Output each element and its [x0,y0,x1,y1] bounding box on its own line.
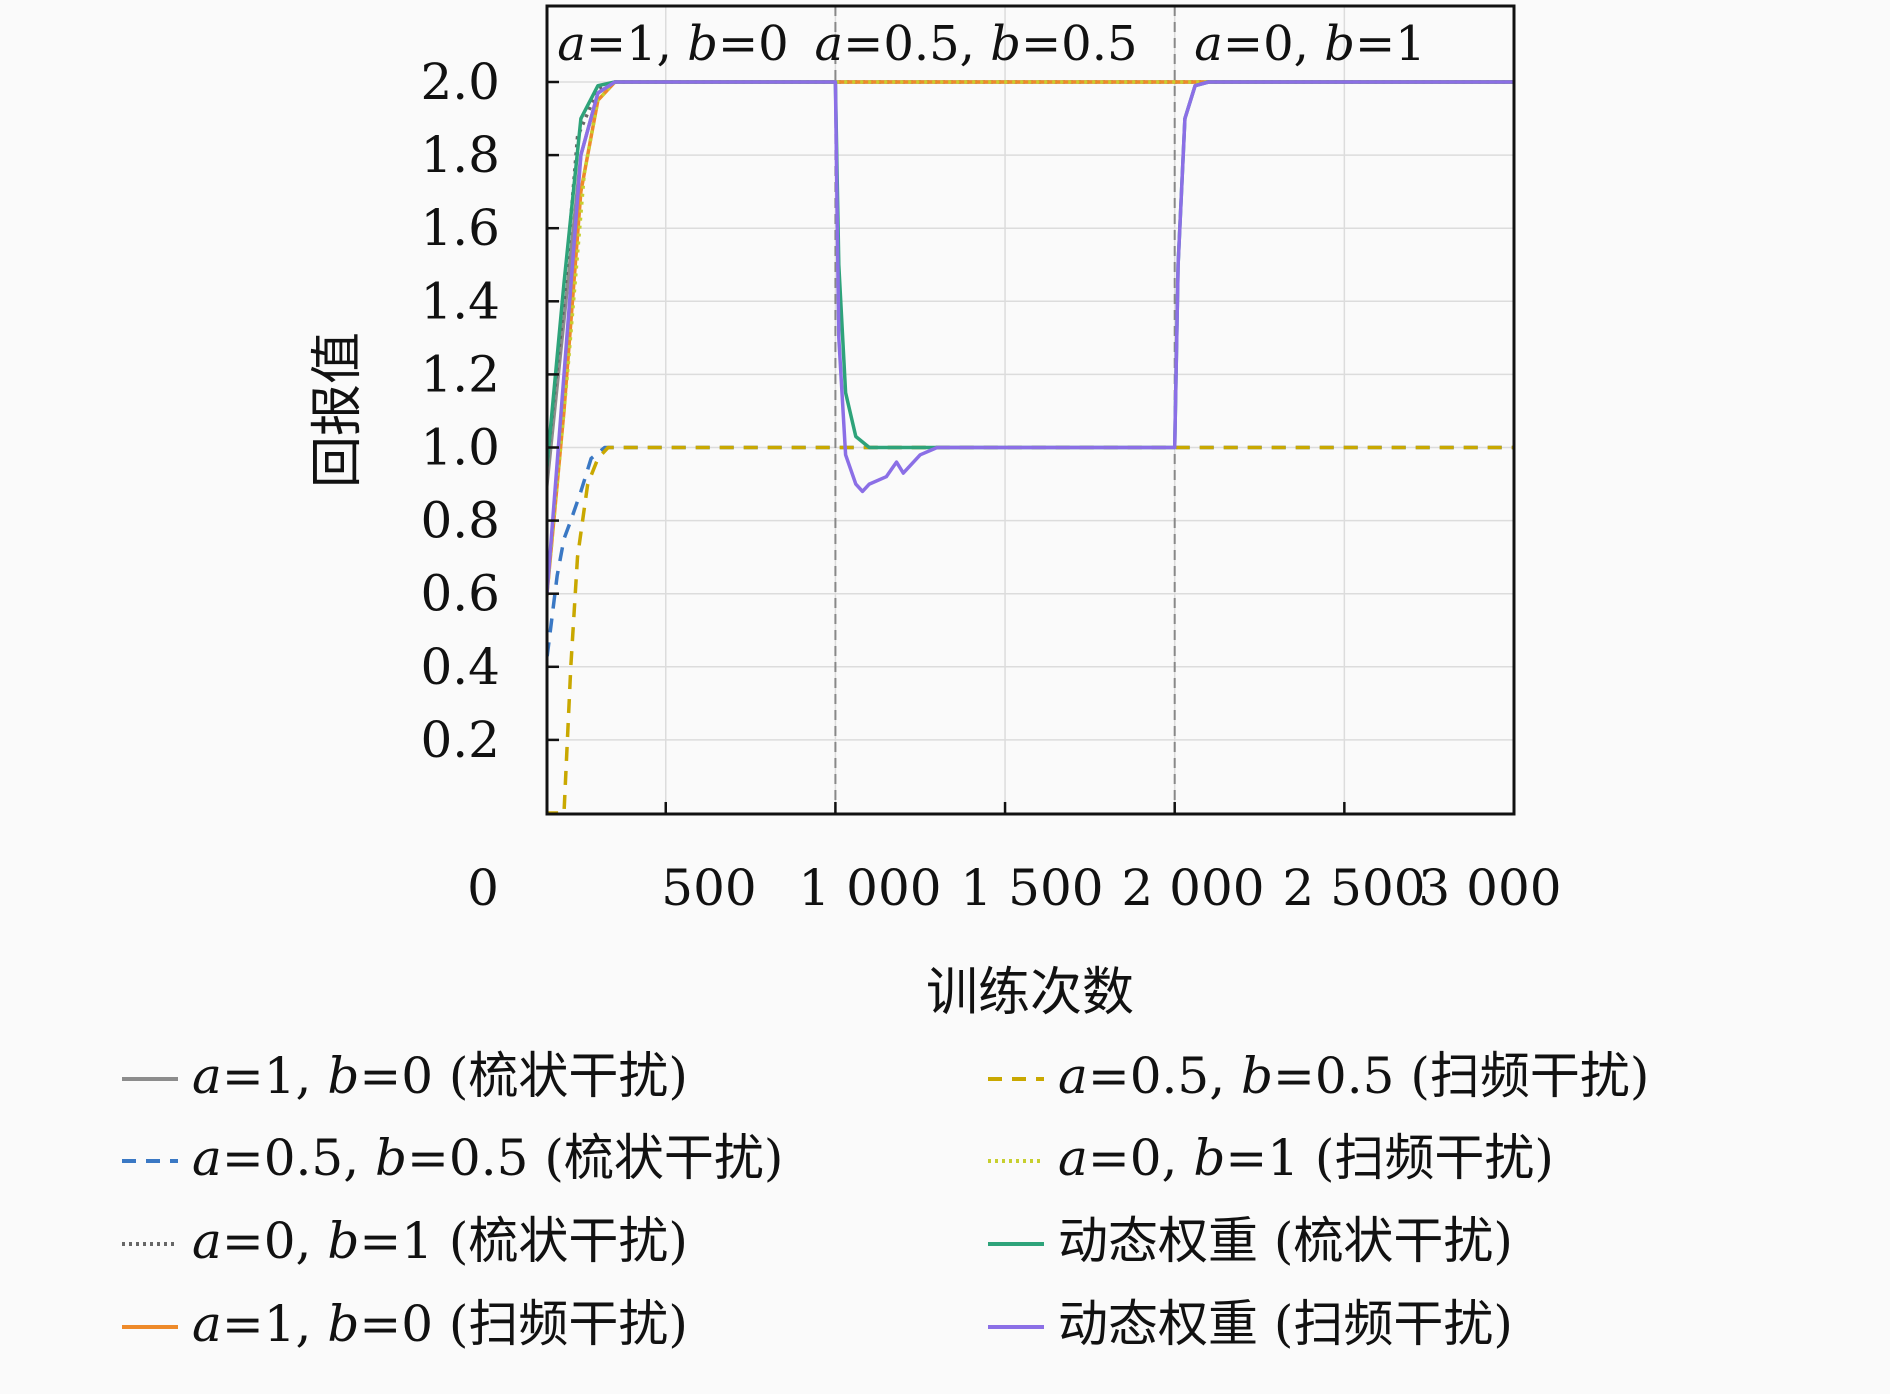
series-lines [547,80,1514,814]
y-tick-label: 1.4 [420,272,500,330]
x-tick-label: 1 500 [960,859,1103,917]
y-tick-label: 0.6 [420,565,500,623]
legend-label: 动态权重 (扫频干扰) [1058,1295,1513,1353]
legend-label: a=0.5, b=0.5 (扫频干扰) [1058,1047,1649,1105]
phase-label: a=0.5, b=0.5 [815,16,1138,72]
x-tick-label: 1 000 [798,859,941,917]
legend-label: a=1, b=0 (扫频干扰) [192,1295,688,1353]
series-line [547,80,1514,609]
phase-label: a=0, b=1 [1194,16,1425,72]
y-tick-label: 2.0 [420,53,500,111]
x-tick-label: 3 000 [1418,859,1561,917]
legend-label: a=0, b=1 (扫频干扰) [1058,1129,1554,1187]
series-line [547,445,1514,814]
legend-label: a=1, b=0 (梳状干扰) [192,1047,688,1105]
y-tick-label: 1.8 [420,126,500,184]
legend-label: 动态权重 (梳状干扰) [1058,1212,1513,1270]
x-tick-label: 2 000 [1121,859,1264,917]
y-tick-label: 0.2 [420,711,500,769]
phase-label: a=1, b=0 [557,16,788,72]
y-tick-label: 1.6 [420,199,500,257]
x-tick-label: 2 500 [1282,859,1425,917]
x-axis-label: 训练次数 [926,963,1134,1023]
y-axis-ticks: 0.2 0.4 0.6 0.8 1.0 1.2 1.4 1.6 1.8 2.0 [420,53,559,769]
y-tick-label: 0.8 [420,492,500,550]
legend-label: a=0.5, b=0.5 (梳状干扰) [192,1129,783,1187]
legend: a=1, b=0 (梳状干扰) a=0.5, b=0.5 (梳状干扰) a=0, b… [122,1047,1649,1353]
y-tick-label: 0.4 [420,638,500,696]
legend-label: a=0, b=1 (梳状干扰) [192,1212,688,1270]
plot-frame [545,4,1516,816]
grid [547,6,1514,814]
x-tick-label: 0 [467,859,499,917]
y-axis-label: 回报值 [308,332,368,488]
y-tick-label: 1.0 [420,419,500,477]
x-tick-label: 500 [661,859,756,917]
phase-labels: a=1, b=0 a=0.5, b=0.5 a=0, b=1 [557,16,1425,72]
y-tick-label: 1.2 [420,345,500,403]
